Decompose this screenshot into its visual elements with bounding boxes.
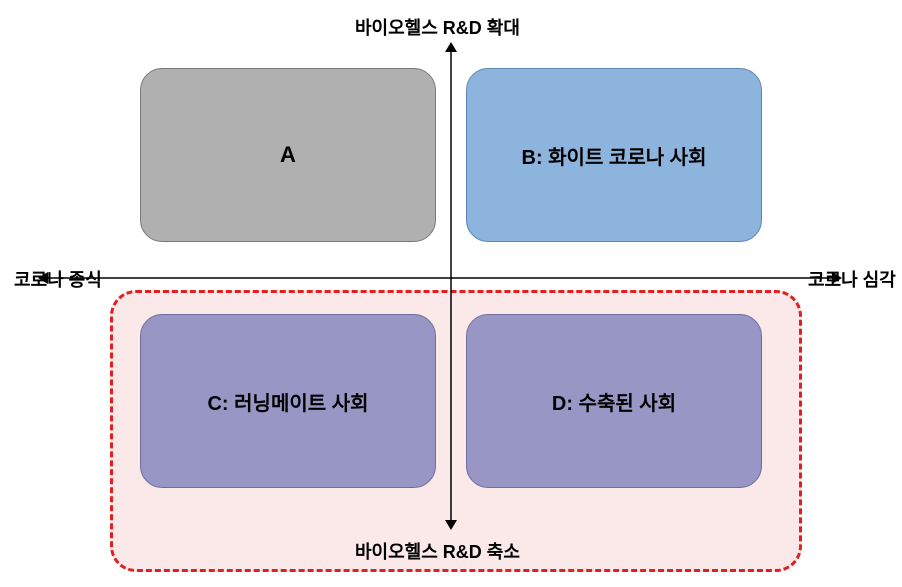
axis-label-top: 바이오헬스 R&D 확대 (355, 14, 520, 40)
quadrant-b: B: 화이트 코로나 사회 (466, 68, 762, 242)
quadrant-diagram: A B: 화이트 코로나 사회 C: 러닝메이트 사회 D: 수축된 사회 바이… (0, 0, 902, 587)
quadrant-a-label: A (280, 142, 296, 168)
axis-label-right: 코로나 심각 (808, 266, 896, 292)
quadrant-d: D: 수축된 사회 (466, 314, 762, 488)
axis-label-bottom: 바이오헬스 R&D 축소 (355, 538, 520, 564)
quadrant-a: A (140, 68, 436, 242)
quadrant-b-label: B: 화이트 코로나 사회 (522, 141, 707, 170)
quadrant-c: C: 러닝메이트 사회 (140, 314, 436, 488)
quadrant-d-label: D: 수축된 사회 (552, 387, 676, 416)
axis-label-left: 코로나 종식 (14, 266, 102, 292)
quadrant-c-label: C: 러닝메이트 사회 (207, 387, 368, 416)
